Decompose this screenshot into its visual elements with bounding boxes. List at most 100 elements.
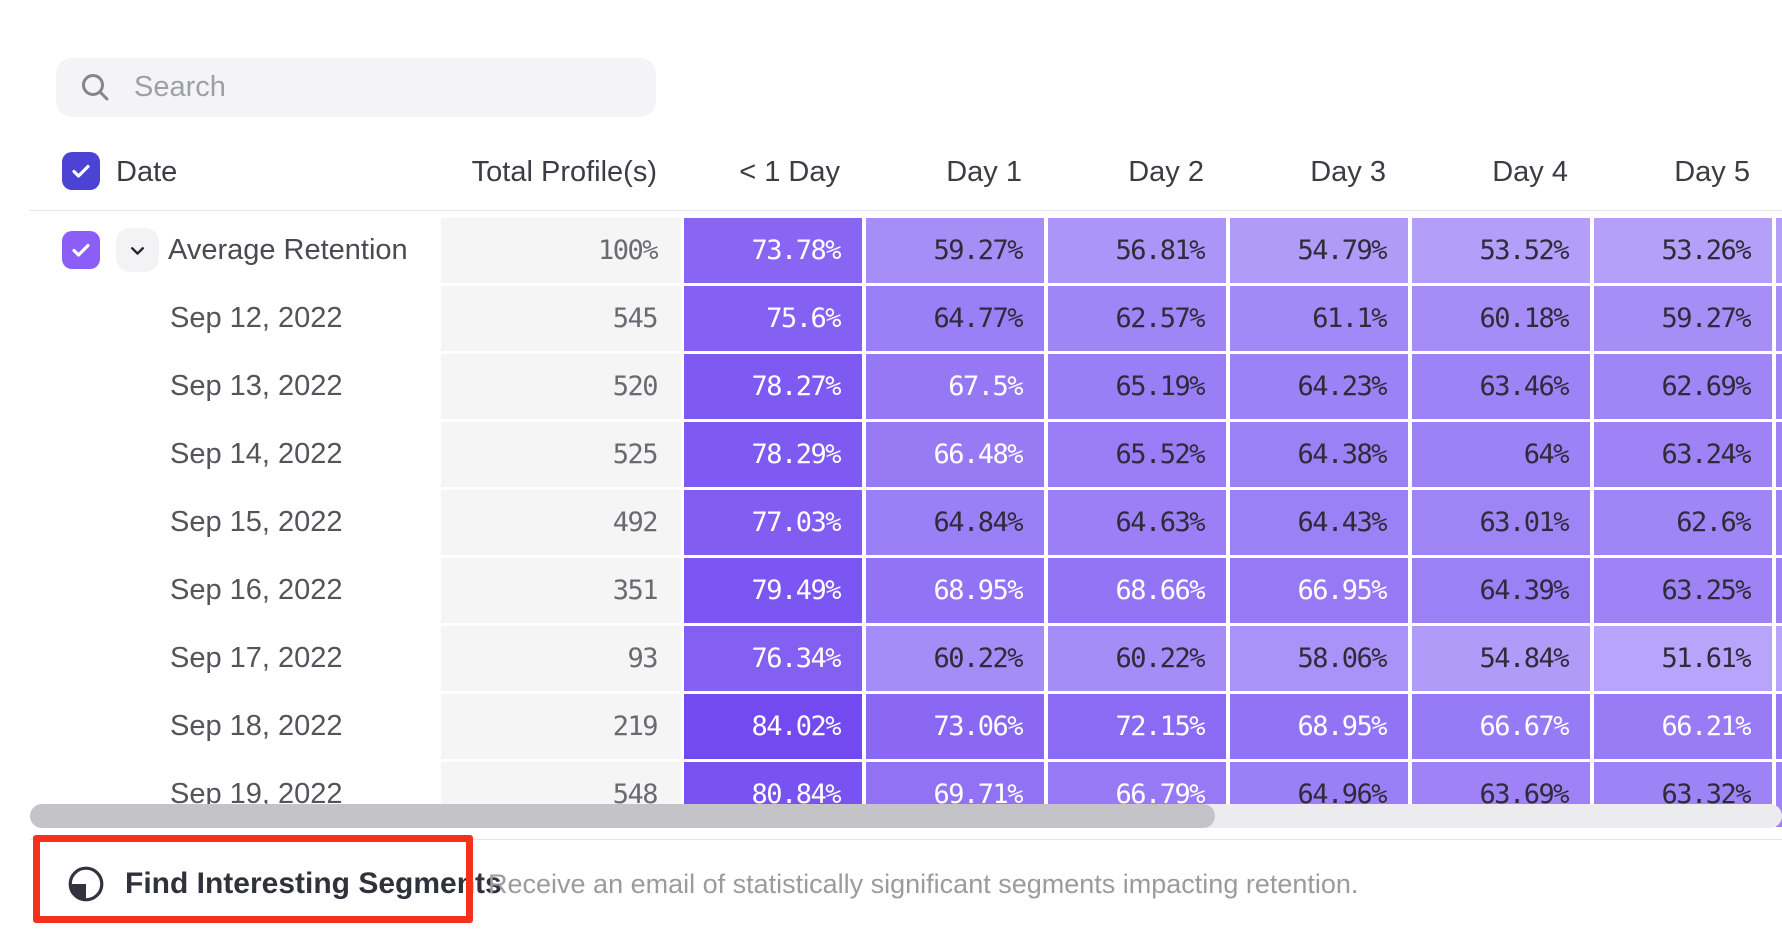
retention-cell: 56.81%: [1048, 218, 1226, 283]
retention-cell: 79.49%: [684, 558, 862, 623]
retention-cell: 66.48%: [866, 422, 1044, 487]
table-row: Sep 15, 2022 492 77.03% 64.84% 64.63% 64.43% 6…: [0, 490, 1782, 555]
horizontal-scrollbar-track[interactable]: [30, 804, 1782, 828]
date-row-label: Sep 14, 2022: [170, 438, 343, 470]
retention-cell: 51.61%: [1594, 626, 1772, 691]
retention-cell: 62.6%: [1594, 490, 1772, 555]
retention-cell: 62.69%: [1594, 354, 1772, 419]
retention-cell: 66.67%: [1412, 694, 1590, 759]
search-placeholder: Search: [134, 71, 226, 103]
retention-cell: 59.27%: [1594, 286, 1772, 351]
table-row: Sep 12, 2022 545 75.6% 64.77% 62.57% 61.1% 60.…: [0, 286, 1782, 351]
retention-cell: 61.1%: [1230, 286, 1408, 351]
total-profiles-cell: 520: [441, 354, 681, 419]
column-header-lt-1-day[interactable]: < 1 Day: [739, 156, 840, 188]
clipped-day6-cell: [1776, 286, 1782, 351]
retention-cell: 76.34%: [684, 626, 862, 691]
retention-cell: 64.63%: [1048, 490, 1226, 555]
retention-cell: 77.03%: [684, 490, 862, 555]
total-profiles-cell: 545: [441, 286, 681, 351]
column-header-day-4[interactable]: Day 4: [1492, 156, 1568, 188]
retention-cell: 73.06%: [866, 694, 1044, 759]
column-header-day-3[interactable]: Day 3: [1310, 156, 1386, 188]
clipped-day6-cell: [1776, 422, 1782, 487]
column-header-total-profiles[interactable]: Total Profile(s): [471, 156, 657, 188]
chevron-down-icon: [131, 247, 144, 255]
search-input[interactable]: Search: [56, 58, 656, 117]
total-profiles-cell: 492: [441, 490, 681, 555]
clipped-day6-cell: [1776, 558, 1782, 623]
date-row-label: Sep 15, 2022: [170, 506, 343, 538]
date-row-label: Sep 13, 2022: [170, 370, 343, 402]
retention-cell: 64.23%: [1230, 354, 1408, 419]
retention-cell: 53.26%: [1594, 218, 1772, 283]
select-all-checkbox[interactable]: [62, 152, 100, 190]
retention-cell: 63.01%: [1412, 490, 1590, 555]
check-icon: [72, 243, 90, 257]
retention-cell: 60.18%: [1412, 286, 1590, 351]
date-row-label: Sep 18, 2022: [170, 710, 343, 742]
retention-cell: 67.5%: [866, 354, 1044, 419]
total-profiles-cell: 219: [441, 694, 681, 759]
retention-cell: 64.84%: [866, 490, 1044, 555]
retention-cell: 54.84%: [1412, 626, 1590, 691]
retention-cell: 63.24%: [1594, 422, 1772, 487]
table-row: Sep 16, 2022 351 79.49% 68.95% 68.66% 66.95% 6…: [0, 558, 1782, 623]
retention-cell: 64.39%: [1412, 558, 1590, 623]
retention-cell: 73.78%: [684, 218, 862, 283]
retention-cell: 63.25%: [1594, 558, 1772, 623]
table-row: Sep 14, 2022 525 78.29% 66.48% 65.52% 64.38% 6…: [0, 422, 1782, 487]
date-row-label: Sep 16, 2022: [170, 574, 343, 606]
retention-cell: 84.02%: [684, 694, 862, 759]
column-header-date[interactable]: Date: [116, 156, 178, 188]
horizontal-scrollbar-thumb[interactable]: [30, 804, 1215, 828]
average-retention-row: Average Retention 100% 73.78% 59.27% 56.81% 5…: [0, 218, 1782, 283]
clipped-day6-cell: [1776, 218, 1782, 283]
find-interesting-segments-button[interactable]: Find Interesting Segments: [125, 867, 502, 900]
column-header-day-1[interactable]: Day 1: [946, 156, 1022, 188]
retention-cell: 60.22%: [866, 626, 1044, 691]
column-header-day-2[interactable]: Day 2: [1128, 156, 1204, 188]
retention-cell: 62.57%: [1048, 286, 1226, 351]
retention-cell: 65.19%: [1048, 354, 1226, 419]
row-checkbox[interactable]: [62, 231, 100, 269]
footer-description: Receive an email of statistically signif…: [488, 869, 1359, 899]
date-row-label: Sep 12, 2022: [170, 302, 343, 334]
clipped-day6-cell: [1776, 490, 1782, 555]
clipped-day6-cell: [1776, 354, 1782, 419]
retention-cell: 72.15%: [1048, 694, 1226, 759]
date-row-label: Sep 17, 2022: [170, 642, 343, 674]
table-row: Sep 17, 2022 93 76.34% 60.22% 60.22% 58.06% 54…: [0, 626, 1782, 691]
retention-cell: 58.06%: [1230, 626, 1408, 691]
check-icon: [72, 164, 90, 178]
expand-collapse-button[interactable]: [116, 228, 159, 272]
retention-cell: 64%: [1412, 422, 1590, 487]
table-row: Sep 18, 2022 219 84.02% 73.06% 72.15% 68.95% 6…: [0, 694, 1782, 759]
retention-cell: 66.21%: [1594, 694, 1772, 759]
clipped-day6-cell: [1776, 626, 1782, 691]
retention-cell: 59.27%: [866, 218, 1044, 283]
retention-cell: 78.27%: [684, 354, 862, 419]
retention-cell: 63.46%: [1412, 354, 1590, 419]
average-retention-label: Average Retention: [168, 234, 408, 266]
total-profiles-cell: 525: [441, 422, 681, 487]
retention-cell: 54.79%: [1230, 218, 1408, 283]
retention-cell: 68.95%: [866, 558, 1044, 623]
header-divider: [30, 210, 1782, 211]
retention-cell: 68.66%: [1048, 558, 1226, 623]
retention-cell: 64.43%: [1230, 490, 1408, 555]
retention-cell: 78.29%: [684, 422, 862, 487]
segments-pie-icon: [68, 866, 104, 902]
retention-cell: 60.22%: [1048, 626, 1226, 691]
retention-cell: 66.95%: [1230, 558, 1408, 623]
retention-cell: 64.77%: [866, 286, 1044, 351]
column-header-day-5[interactable]: Day 5: [1674, 156, 1750, 188]
table-row: Sep 13, 2022 520 78.27% 67.5% 65.19% 64.23% 63…: [0, 354, 1782, 419]
retention-cell: 65.52%: [1048, 422, 1226, 487]
footer-divider: [30, 839, 1782, 840]
retention-cell: 68.95%: [1230, 694, 1408, 759]
retention-cell: 53.52%: [1412, 218, 1590, 283]
retention-cell: 75.6%: [684, 286, 862, 351]
clipped-day6-cell: [1776, 694, 1782, 759]
